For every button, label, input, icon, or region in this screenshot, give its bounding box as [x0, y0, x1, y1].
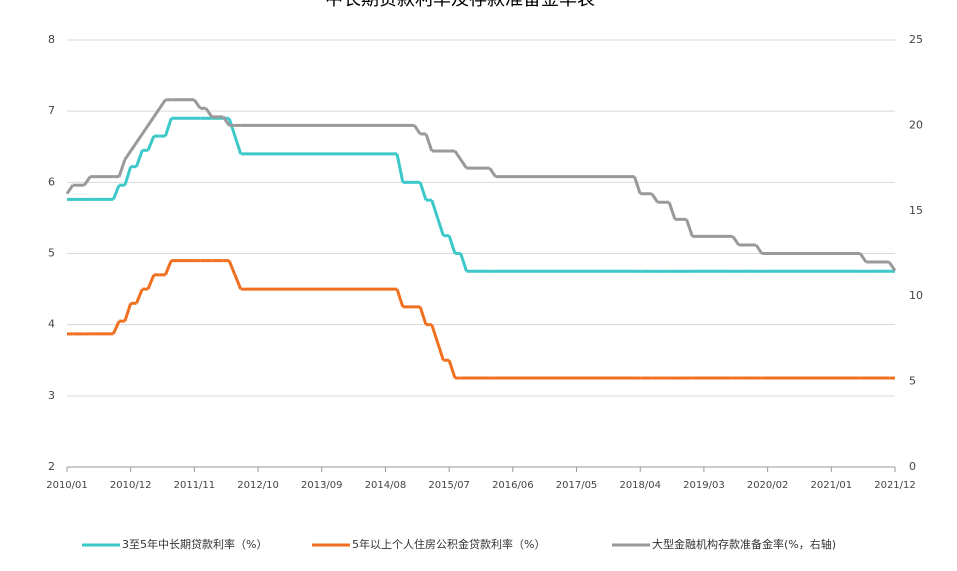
y-tick-label: 3	[48, 389, 55, 402]
step-riser	[123, 150, 132, 161]
step-riser	[227, 260, 237, 276]
step-riser	[667, 201, 677, 220]
step-riser	[193, 98, 202, 110]
step-riser	[164, 260, 173, 276]
x-tick-label: 2010/12	[110, 480, 152, 491]
step-riser	[859, 252, 868, 263]
step-riser	[413, 124, 422, 135]
step-riser	[436, 217, 445, 237]
y-tick-label: 5	[48, 247, 55, 260]
step-riser	[135, 133, 144, 144]
step-riser	[146, 135, 156, 151]
y2-tick-label: 0	[909, 460, 916, 473]
legend-label: 大型金融机构存款准备金率(%，右轴)	[652, 537, 836, 551]
x-tick-label: 2020/02	[747, 480, 789, 491]
step-riser	[430, 324, 439, 343]
step-riser	[633, 176, 642, 195]
y2-tick-label: 5	[909, 375, 916, 388]
step-riser	[152, 107, 161, 118]
step-riser	[447, 359, 457, 379]
y-tick-label: 2	[48, 460, 55, 473]
x-tick-label: 2016/06	[492, 480, 534, 491]
step-riser	[424, 133, 434, 152]
step-riser	[395, 288, 405, 308]
x-tick-label: 2015/07	[428, 480, 470, 491]
x-tick-label: 2011/11	[174, 480, 216, 491]
step-riser	[418, 181, 428, 201]
step-riser	[650, 192, 659, 204]
step-riser	[146, 116, 156, 127]
step-riser	[685, 218, 694, 237]
x-tick-label: 2013/09	[301, 480, 343, 491]
step-riser	[158, 98, 167, 110]
step-riser	[111, 320, 121, 335]
y2-tick-label: 20	[909, 118, 923, 131]
step-riser	[395, 153, 405, 183]
step-riser	[117, 159, 127, 178]
x-tick-label: 2010/01	[46, 480, 88, 491]
x-tick-label: 2017/05	[556, 480, 598, 491]
step-riser	[459, 253, 468, 272]
y-tick-label: 8	[48, 33, 55, 46]
step-riser	[164, 117, 173, 137]
step-riser	[418, 306, 428, 326]
step-riser	[453, 150, 462, 161]
step-riser	[436, 341, 445, 361]
step-riser	[430, 199, 439, 219]
step-riser	[731, 235, 740, 246]
y-tick-label: 4	[48, 318, 55, 331]
step-riser	[488, 167, 497, 178]
step-riser	[65, 184, 75, 195]
step-riser	[111, 184, 121, 200]
y2-tick-label: 10	[909, 289, 923, 302]
y2-tick-label: 15	[909, 204, 923, 217]
step-riser	[83, 175, 92, 187]
x-tick-label: 2012/10	[237, 480, 279, 491]
x-tick-label: 2021/12	[874, 480, 916, 491]
legend-label: 5年以上个人住房公积金贷款利率（%）	[352, 537, 545, 551]
step-riser	[129, 141, 138, 152]
step-riser	[233, 274, 243, 290]
step-riser	[459, 158, 468, 169]
step-riser	[135, 288, 144, 304]
legend-label: 3至5年中长期贷款利率（%）	[122, 537, 267, 551]
step-riser	[141, 124, 150, 135]
y2-tick-label: 25	[909, 33, 923, 46]
step-riser	[447, 235, 457, 254]
x-tick-label: 2014/08	[365, 480, 407, 491]
y-tick-label: 6	[48, 175, 55, 188]
x-tick-label: 2019/03	[683, 480, 725, 491]
y-tick-label: 7	[48, 104, 55, 117]
step-riser	[123, 166, 133, 186]
chart-title: 中长期贷款利率及存款准备金率表	[325, 0, 595, 10]
step-riser	[227, 117, 237, 137]
step-riser	[135, 149, 144, 168]
step-riser	[222, 116, 231, 127]
step-riser	[146, 274, 156, 290]
step-riser	[204, 107, 213, 118]
step-riser	[887, 261, 897, 272]
step-riser	[123, 302, 133, 322]
step-riser	[233, 135, 243, 155]
x-tick-label: 2021/01	[811, 480, 853, 491]
step-riser	[754, 244, 764, 255]
x-tick-label: 2018/04	[619, 480, 661, 491]
